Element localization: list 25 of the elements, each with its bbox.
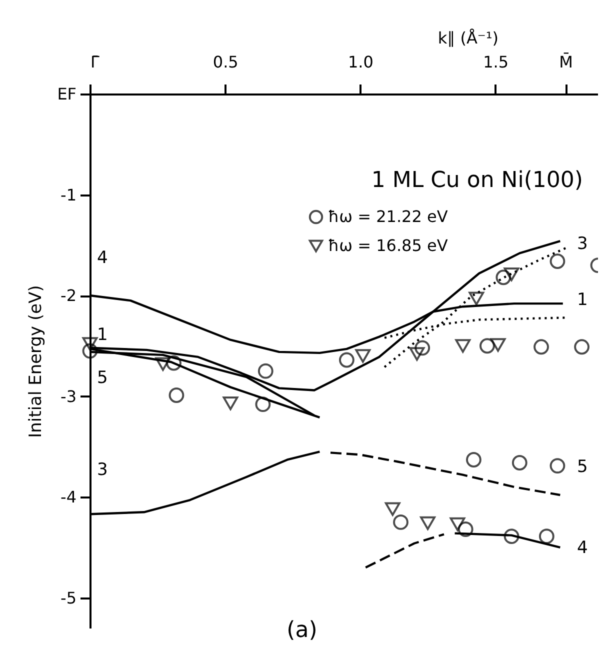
y-tick-label: -1 — [60, 185, 76, 204]
annotation: 3 — [577, 234, 588, 254]
x-tick-label: M̄ — [559, 52, 573, 72]
annotation: 1 — [577, 290, 588, 310]
y-axis-title: Initial Energy (eV) — [26, 285, 46, 438]
y-tick-label: -2 — [60, 286, 76, 306]
y-tick-label: -3 — [60, 386, 76, 406]
annotation: 4 — [577, 538, 588, 558]
x-axis-title: k∥ (Å⁻¹) — [438, 28, 498, 48]
annotation: 5 — [97, 368, 108, 388]
x-tick-label: Γ̄ — [90, 52, 100, 72]
y-tick-label: EF — [57, 84, 76, 104]
x-tick-label: 1.5 — [483, 52, 509, 72]
legend-label: ħω = 16.85 eV — [328, 236, 448, 255]
y-tick-label: -5 — [60, 588, 76, 608]
annotation: (a) — [286, 618, 318, 643]
annotation: 1 — [97, 325, 108, 345]
x-tick-label: 0.5 — [212, 52, 238, 72]
annotation: 5 — [577, 457, 588, 477]
y-tick-label: -4 — [60, 488, 76, 507]
annotation: 3 — [97, 460, 108, 480]
annotation: 1 ML Cu on Ni(100) — [371, 168, 583, 193]
annotation: 4 — [97, 248, 108, 268]
legend-label: ħω = 21.22 eV — [328, 207, 448, 226]
x-tick-label: 1.0 — [348, 52, 374, 72]
